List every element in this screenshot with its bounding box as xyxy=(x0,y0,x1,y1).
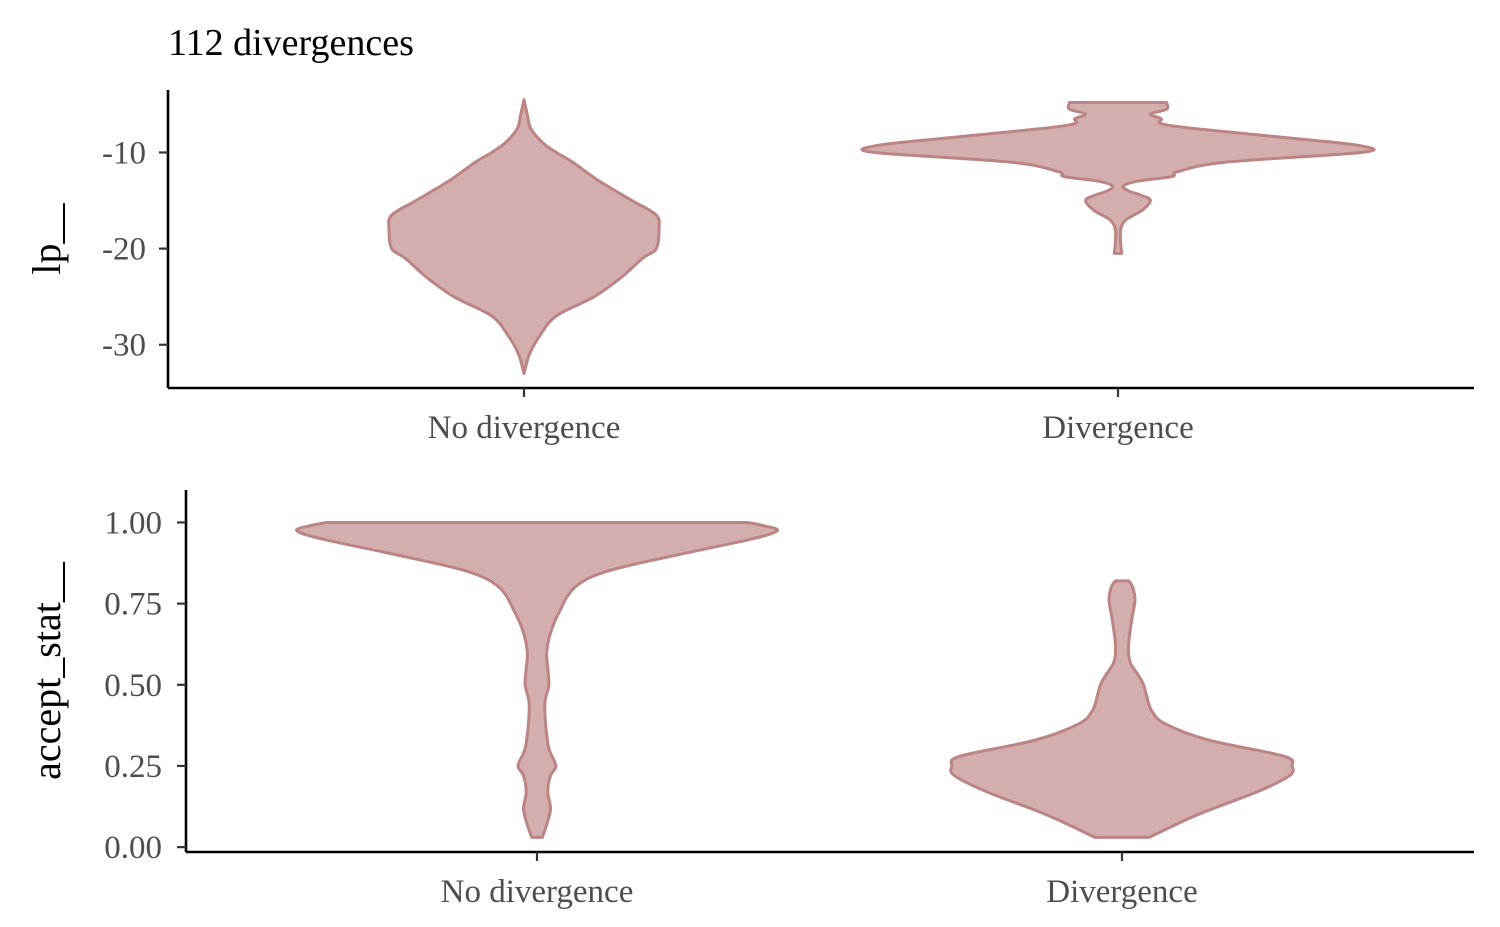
y-tick-label: 0.00 xyxy=(104,830,162,866)
violin-divergence xyxy=(860,101,1376,255)
y-tick-label: 0.75 xyxy=(104,587,162,623)
panel-2: 1.00 0.75 0.50 0.25 0.00 No divergence Diverge… xyxy=(24,490,1474,910)
y-axis-title: accept_stat__ xyxy=(24,561,69,780)
y-tick-label: -10 xyxy=(102,135,146,171)
x-tick-label: No divergence xyxy=(441,874,634,910)
x-tick-label: No divergence xyxy=(428,410,621,446)
y-axis-title: lp__ xyxy=(24,202,69,274)
y-tick-label: 0.50 xyxy=(104,668,162,704)
violin-no-divergence xyxy=(295,521,779,839)
y-tick-label: -20 xyxy=(102,232,146,268)
x-tick-label: Divergence xyxy=(1046,874,1197,910)
violin-divergence xyxy=(949,579,1295,839)
chart-title: 112 divergences xyxy=(168,22,414,64)
y-tick-label: -30 xyxy=(102,328,146,364)
panel-1: -10 -20 -30 No divergence Divergence lp__ xyxy=(24,90,1474,446)
x-tick-label: Divergence xyxy=(1042,410,1193,446)
violin-no-divergence xyxy=(387,98,661,376)
y-tick-label: 0.25 xyxy=(104,749,162,785)
chart-panels: -10 -20 -30 No divergence Divergence lp__ 1.00… xyxy=(24,90,1474,910)
y-tick-label: 1.00 xyxy=(104,505,162,541)
